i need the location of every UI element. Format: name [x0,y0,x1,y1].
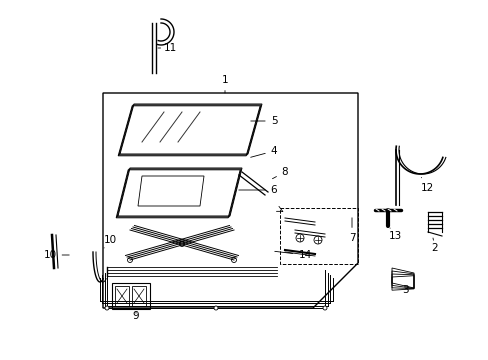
Text: 11: 11 [158,43,176,53]
Circle shape [105,306,109,310]
Bar [280,208,357,264]
Text: 6: 6 [238,185,277,195]
Text: 10: 10 [43,250,69,260]
Text: 4: 4 [250,146,277,157]
Text: 13: 13 [387,228,401,241]
Text: 10: 10 [103,235,116,248]
Bar [132,286,146,306]
Text: 12: 12 [420,177,433,193]
Text: 7: 7 [348,218,355,243]
Circle shape [323,306,326,310]
Text: 9: 9 [132,311,139,321]
Text: 2: 2 [431,238,437,253]
Circle shape [214,306,218,310]
Text: 8: 8 [272,167,288,179]
Text: 14: 14 [274,250,311,260]
Text: 5: 5 [250,116,277,126]
Bar [112,283,150,309]
Bar [115,286,129,306]
Text: 1: 1 [221,75,228,93]
Text: 3: 3 [401,285,407,295]
